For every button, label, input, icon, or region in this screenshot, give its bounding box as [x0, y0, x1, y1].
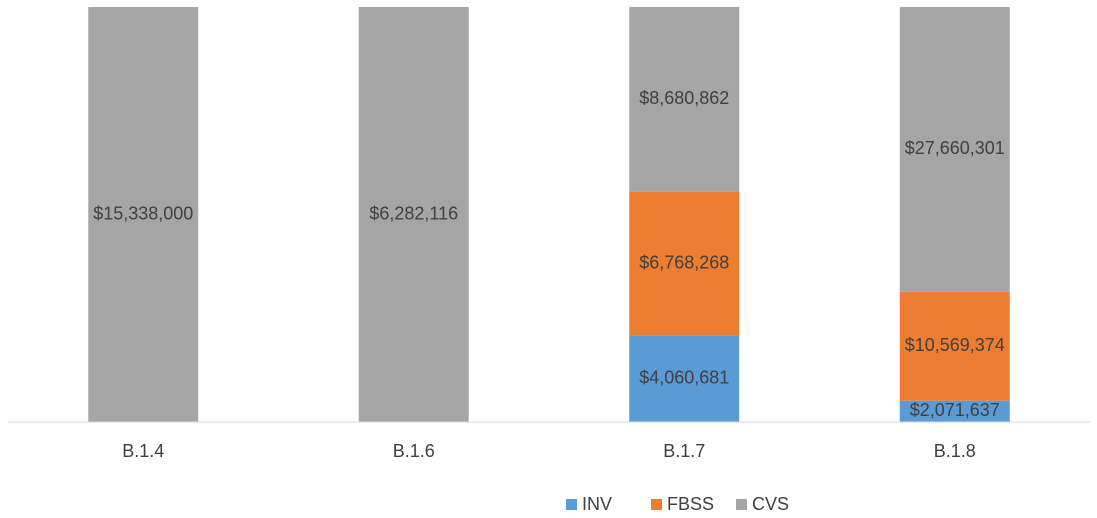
x-tick-label: B.1.4: [122, 441, 164, 461]
legend-label: FBSS: [667, 494, 714, 514]
data-label: $6,282,116: [369, 203, 458, 223]
x-tick-label: B.1.6: [393, 441, 435, 461]
legend-label: INV: [582, 494, 612, 514]
legend-label: CVS: [752, 494, 789, 514]
legend-swatch: [651, 499, 662, 510]
bar-segment: [629, 191, 740, 336]
bar-segment: [899, 291, 1010, 401]
bar-segment: [629, 7, 740, 192]
x-tick-label: B.1.7: [663, 441, 705, 461]
bar-segment: [899, 400, 1010, 422]
bar-segment: [88, 7, 199, 422]
data-label: $8,680,862: [639, 88, 729, 108]
bar-segment: [358, 7, 469, 422]
data-label: $6,768,268: [639, 252, 729, 272]
bar-segment: [899, 7, 1010, 292]
data-label: $10,569,374: [905, 335, 1005, 355]
x-tick-label: B.1.8: [934, 441, 976, 461]
legend-swatch: [736, 499, 747, 510]
data-label: $4,060,681: [639, 368, 729, 388]
data-label: $15,338,000: [93, 203, 193, 223]
legend-swatch: [566, 499, 577, 510]
bar-segment: [629, 335, 740, 422]
data-label: $27,660,301: [905, 138, 1005, 158]
data-label: $2,071,637: [910, 400, 1000, 420]
